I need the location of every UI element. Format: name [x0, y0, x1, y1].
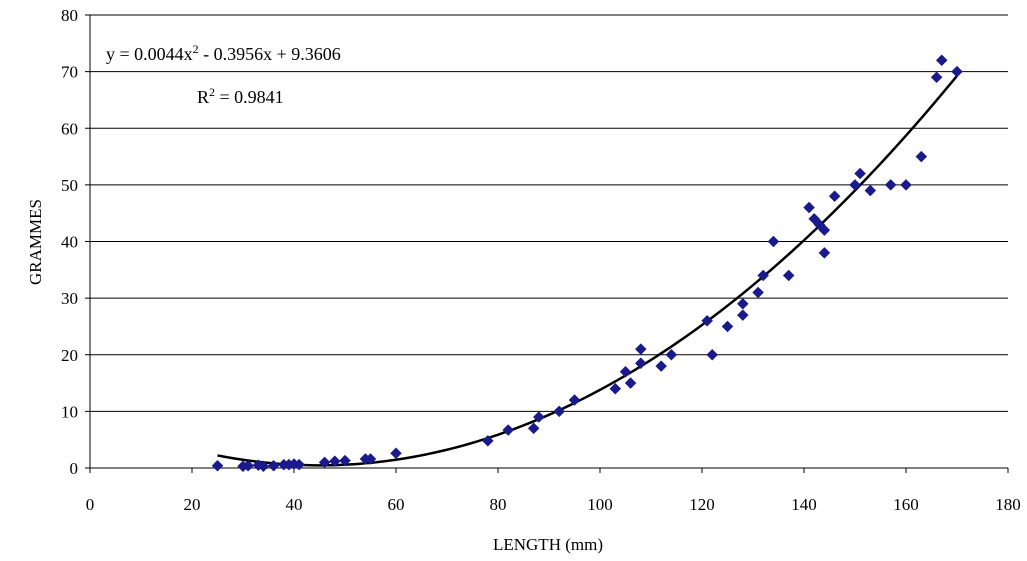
- data-point: [568, 394, 581, 406]
- data-point: [634, 343, 647, 355]
- data-point: [242, 459, 254, 472]
- y-tick-label: 30: [61, 289, 78, 308]
- data-point: [328, 455, 341, 468]
- data-point: [935, 54, 948, 67]
- x-tick-label: 80: [490, 495, 507, 514]
- trendline-equation-main: y = 0.0044x: [106, 44, 193, 64]
- data-point: [655, 360, 668, 372]
- data-point: [624, 377, 637, 389]
- y-tick-label: 60: [61, 119, 78, 138]
- tick-labels: 0 10 20 30 40 50 60 70 80 0 20 40 60 80 100 120 140 160 18…: [61, 6, 1021, 514]
- data-point: [930, 71, 943, 84]
- trendline-equation-rest: - 0.3956x + 9.3606: [199, 44, 341, 64]
- y-tick-label: 80: [61, 6, 78, 25]
- trendline-group: [217, 74, 958, 467]
- data-point: [609, 382, 622, 395]
- y-tick-label: 20: [61, 346, 78, 365]
- data-point: [527, 422, 540, 435]
- y-tick-label: 0: [70, 459, 79, 478]
- y-axis-title: GRAMMES: [26, 199, 45, 285]
- r-squared-exponent: 2: [209, 85, 215, 99]
- y-tick-label: 50: [61, 176, 78, 195]
- data-point: [701, 314, 713, 327]
- data-point: [257, 460, 270, 473]
- data-point: [951, 65, 963, 78]
- x-tick-label: 100: [587, 495, 613, 514]
- data-point: [884, 179, 897, 191]
- r-squared-main: R: [197, 87, 209, 107]
- data-point: [364, 453, 377, 465]
- y-tick-label: 10: [61, 402, 78, 421]
- data-point: [390, 447, 402, 460]
- data-point: [293, 458, 305, 471]
- y-tick-label: 40: [61, 233, 78, 252]
- x-tick-label: 120: [689, 495, 715, 514]
- data-point: [532, 411, 545, 423]
- gridlines: [90, 14, 1008, 412]
- data-point: [553, 405, 566, 418]
- data-point: [915, 150, 928, 163]
- x-tick-label: 60: [388, 495, 405, 514]
- data-point: [211, 459, 224, 472]
- data-point: [767, 235, 780, 248]
- r-squared-label: R2 = 0.9841: [197, 85, 284, 107]
- data-point: [818, 246, 831, 259]
- data-point: [782, 269, 795, 282]
- data-point: [318, 456, 331, 469]
- data-point: [267, 459, 280, 472]
- data-point: [721, 320, 734, 333]
- data-point: [481, 434, 494, 447]
- data-point: [502, 424, 515, 436]
- x-tick-label: 40: [286, 495, 303, 514]
- data-points: [211, 54, 963, 473]
- r-squared-rest: = 0.9841: [215, 87, 284, 107]
- data-point: [736, 309, 749, 321]
- axes: [85, 14, 1009, 473]
- trendline: [217, 74, 958, 467]
- data-point: [665, 348, 678, 361]
- data-point: [803, 201, 815, 214]
- x-tick-label: 0: [86, 495, 95, 514]
- data-point: [818, 224, 831, 237]
- data-point: [900, 179, 912, 191]
- trendline-equation-exponent: 2: [193, 42, 199, 56]
- data-point: [736, 297, 749, 310]
- x-tick-label: 140: [791, 495, 817, 514]
- data-point: [854, 167, 866, 180]
- data-point: [864, 184, 877, 197]
- x-tick-label: 160: [893, 495, 919, 514]
- x-tick-label: 20: [184, 495, 201, 514]
- data-point: [706, 348, 719, 361]
- data-point: [849, 179, 861, 191]
- x-tick-label: 180: [995, 495, 1021, 514]
- x-axis-title: LENGTH (mm): [493, 535, 603, 554]
- data-point: [619, 365, 632, 378]
- trendline-equation: y = 0.0044x2 - 0.3956x + 9.3606: [106, 42, 341, 64]
- data-point: [757, 269, 770, 282]
- data-point: [339, 454, 351, 467]
- data-point: [634, 357, 647, 370]
- data-point: [752, 286, 764, 299]
- data-point: [828, 190, 841, 203]
- y-tick-label: 70: [61, 63, 78, 82]
